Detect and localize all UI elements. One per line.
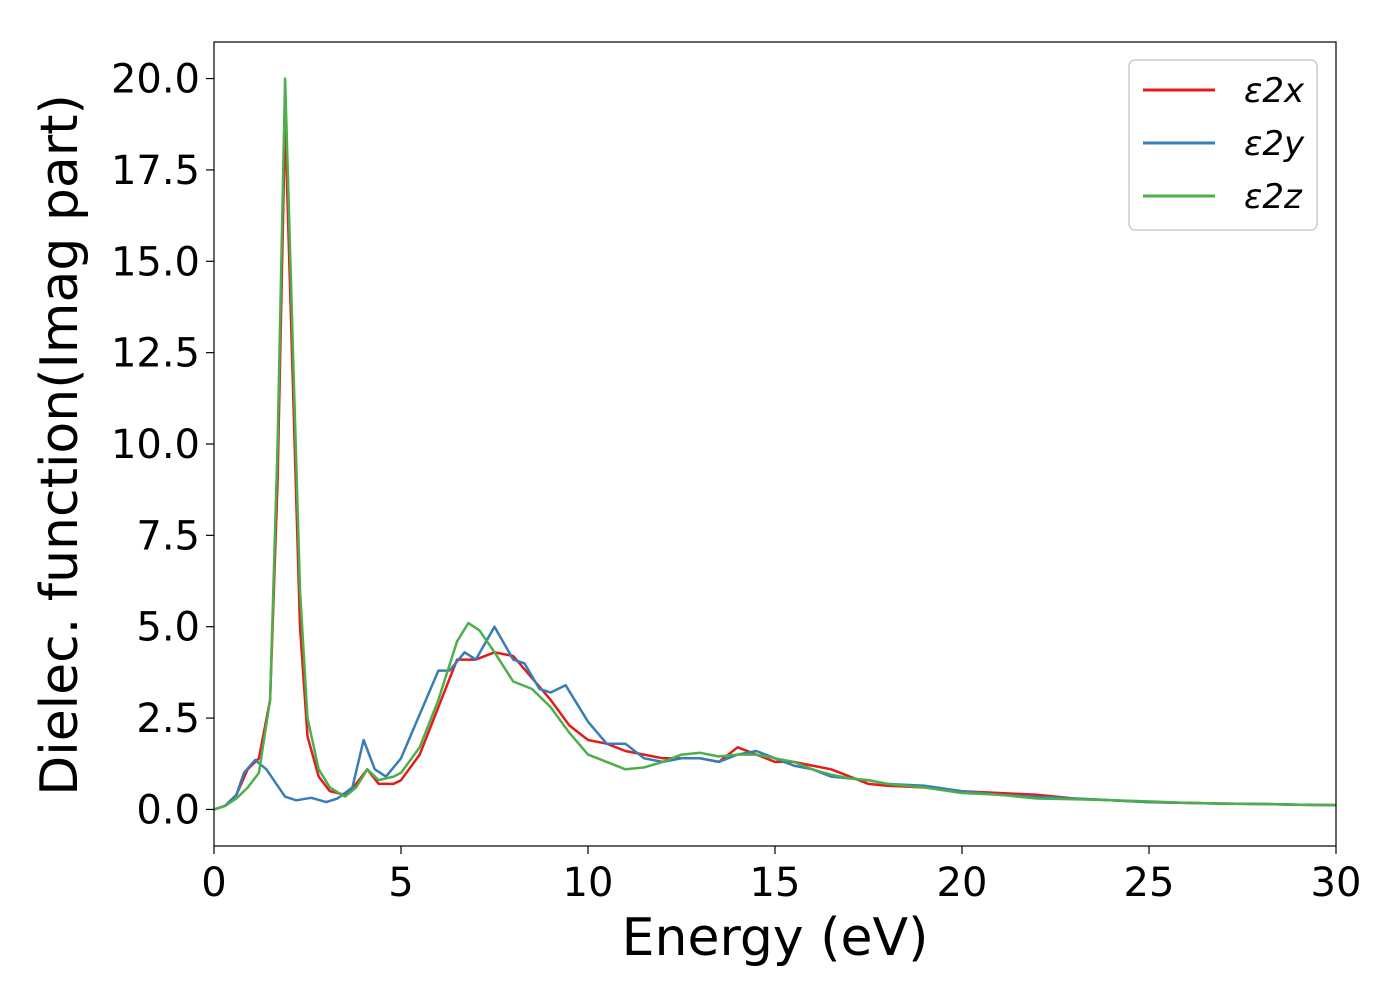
y-tick-label: 0.0 bbox=[136, 787, 200, 833]
x-tick-label: 25 bbox=[1124, 860, 1175, 906]
series-line-2 bbox=[213, 77, 1337, 811]
x-tick-label: 15 bbox=[750, 860, 801, 906]
x-axis-label: Energy (eV) bbox=[622, 908, 929, 968]
x-tick-label: 10 bbox=[563, 860, 614, 906]
x-tick-label: 5 bbox=[388, 860, 413, 906]
x-tick-label: 20 bbox=[937, 860, 988, 906]
y-tick-label: 20.0 bbox=[111, 57, 200, 103]
x-tick-label: 30 bbox=[1311, 860, 1362, 906]
legend-label-2: ε2z bbox=[1244, 177, 1303, 217]
legend-label-0: ε2x bbox=[1244, 71, 1305, 111]
y-tick-label: 5.0 bbox=[136, 605, 200, 651]
series-layer bbox=[213, 77, 1337, 811]
legend: ε2x ε2y ε2z bbox=[1128, 59, 1318, 231]
y-axis-label: Dielec. function(Imag part) bbox=[30, 94, 90, 796]
y-tick-label: 2.5 bbox=[136, 696, 200, 742]
y-axis: 0.0 2.5 5.0 7.5 10.0 12.5 15.0 17.5 20.0 bbox=[111, 57, 214, 833]
y-tick-label: 10.0 bbox=[111, 422, 200, 468]
x-axis: 0 5 10 15 20 25 30 bbox=[201, 846, 1361, 906]
legend-label-1: ε2y bbox=[1244, 124, 1305, 164]
y-tick-label: 7.5 bbox=[136, 513, 200, 559]
y-tick-label: 15.0 bbox=[111, 239, 200, 285]
y-tick-label: 12.5 bbox=[111, 331, 200, 377]
y-tick-label: 17.5 bbox=[111, 148, 200, 194]
legend-items: ε2x ε2y ε2z bbox=[1143, 71, 1305, 217]
legend-box bbox=[1128, 59, 1318, 231]
x-tick-label: 0 bbox=[201, 860, 226, 906]
